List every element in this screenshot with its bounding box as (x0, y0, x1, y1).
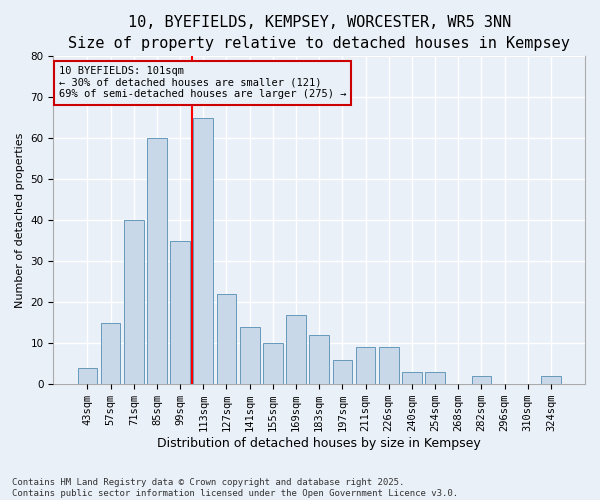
Bar (310, 335, 329, 384)
Bar (356, 348, 376, 384)
Bar (402, 372, 422, 384)
Bar (472, 376, 491, 384)
Bar (101, 322, 121, 384)
Bar (541, 376, 561, 384)
Bar (263, 343, 283, 384)
Text: Contains HM Land Registry data © Crown copyright and database right 2025.
Contai: Contains HM Land Registry data © Crown c… (12, 478, 458, 498)
Bar (425, 372, 445, 384)
Title: 10, BYEFIELDS, KEMPSEY, WORCESTER, WR5 3NN
Size of property relative to detached: 10, BYEFIELDS, KEMPSEY, WORCESTER, WR5 3… (68, 15, 570, 51)
X-axis label: Distribution of detached houses by size in Kempsey: Distribution of detached houses by size … (157, 437, 481, 450)
Y-axis label: Number of detached properties: Number of detached properties (15, 132, 25, 308)
Bar (170, 241, 190, 384)
Bar (286, 314, 306, 384)
Text: 10 BYEFIELDS: 101sqm
← 30% of detached houses are smaller (121)
69% of semi-deta: 10 BYEFIELDS: 101sqm ← 30% of detached h… (59, 66, 346, 100)
Bar (193, 118, 213, 384)
Bar (240, 327, 260, 384)
Bar (332, 360, 352, 384)
Bar (124, 220, 143, 384)
Bar (217, 294, 236, 384)
Bar (147, 138, 167, 384)
Bar (379, 348, 398, 384)
Bar (77, 368, 97, 384)
